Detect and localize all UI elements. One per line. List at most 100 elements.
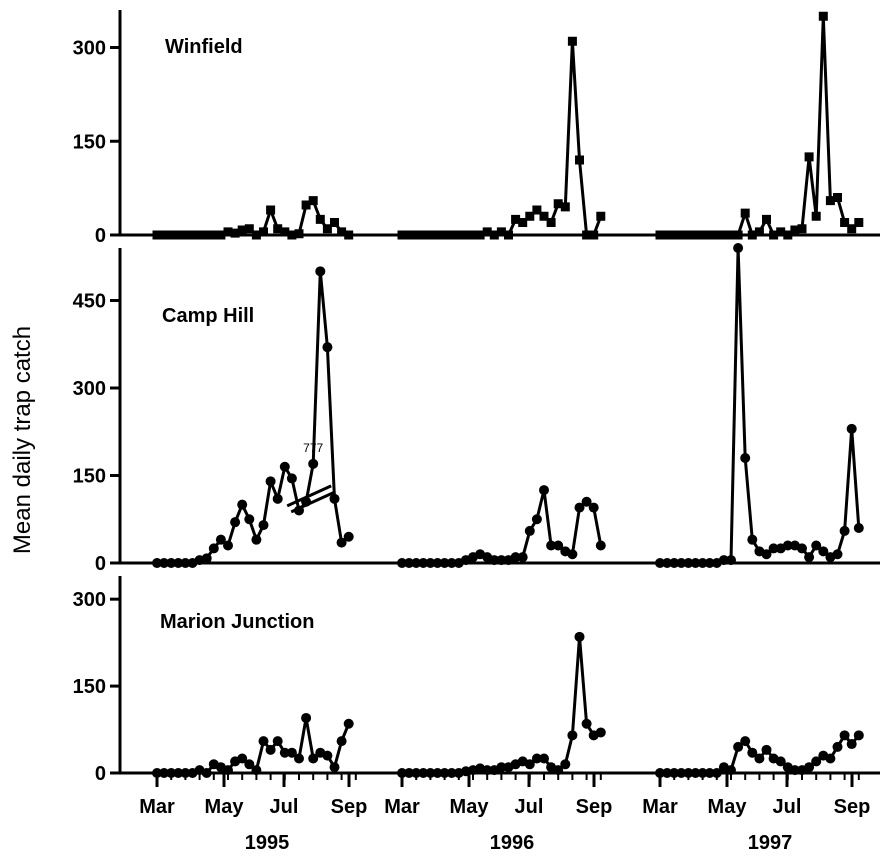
x-month-label: Jul xyxy=(515,796,544,818)
data-point xyxy=(159,558,170,568)
y-axis-label: Mean daily trap catch xyxy=(9,326,36,554)
data-point xyxy=(539,211,549,221)
data-point xyxy=(524,525,535,536)
data-point xyxy=(575,155,584,165)
series-line-1996 xyxy=(402,635,602,775)
data-point xyxy=(818,546,829,557)
x-month-label: Sep xyxy=(834,796,871,818)
data-point xyxy=(532,205,542,215)
data-point xyxy=(567,36,577,46)
x-month-label: Mar xyxy=(384,796,420,818)
data-point xyxy=(754,753,765,764)
data-point xyxy=(489,555,500,566)
data-point xyxy=(286,747,297,758)
data-point xyxy=(804,762,815,773)
data-point xyxy=(244,759,255,770)
data-point xyxy=(496,555,507,566)
data-point xyxy=(173,558,184,568)
x-month-label: Mar xyxy=(139,796,175,818)
data-point xyxy=(567,549,578,560)
data-point xyxy=(482,227,492,237)
data-point xyxy=(322,224,332,234)
data-point xyxy=(418,558,429,568)
data-point xyxy=(655,230,665,240)
x-month-label: Sep xyxy=(576,796,613,818)
data-point xyxy=(425,558,436,568)
data-point xyxy=(811,756,822,767)
data-point xyxy=(496,762,507,773)
data-point xyxy=(560,202,570,212)
data-point xyxy=(237,225,247,235)
data-point xyxy=(846,423,857,434)
data-point xyxy=(853,523,864,533)
data-point xyxy=(230,228,240,238)
y-tick-label: 0 xyxy=(95,763,106,785)
data-point xyxy=(344,230,354,240)
data-point xyxy=(768,543,779,554)
data-point xyxy=(272,493,283,504)
panel-title-camp-hill: Camp Hill xyxy=(162,305,254,327)
data-point xyxy=(195,230,205,240)
data-point xyxy=(202,230,212,240)
data-point xyxy=(265,744,276,755)
x-month-label: May xyxy=(205,796,245,818)
data-point xyxy=(201,768,212,778)
data-point xyxy=(825,196,835,206)
data-point xyxy=(518,218,528,227)
data-point xyxy=(446,558,457,568)
y-tick-label: 300 xyxy=(73,589,106,611)
data-point xyxy=(397,558,407,568)
data-point xyxy=(152,558,162,568)
data-point xyxy=(159,230,169,240)
y-tick-label: 300 xyxy=(73,378,106,400)
data-point xyxy=(209,230,219,240)
data-point xyxy=(733,243,744,253)
data-point xyxy=(273,224,283,234)
data-point xyxy=(553,199,563,209)
data-point xyxy=(510,552,521,563)
data-point xyxy=(180,558,191,568)
data-point xyxy=(790,225,800,235)
data-point xyxy=(159,768,170,778)
data-point xyxy=(776,227,786,237)
data-point xyxy=(404,558,415,568)
data-point xyxy=(581,718,592,729)
data-point xyxy=(712,230,722,240)
data-point xyxy=(173,230,183,240)
data-point xyxy=(166,558,177,568)
data-point xyxy=(468,230,478,240)
data-point xyxy=(343,718,354,729)
data-point xyxy=(308,753,319,764)
axis-break-mark xyxy=(290,490,336,514)
data-point xyxy=(683,230,693,240)
data-point xyxy=(839,525,850,536)
data-point xyxy=(166,230,176,240)
data-point xyxy=(839,730,850,741)
data-point xyxy=(447,230,457,240)
data-point xyxy=(280,227,290,237)
axis-break-mark xyxy=(286,484,332,508)
x-month-label: Sep xyxy=(331,796,368,818)
data-point xyxy=(595,727,606,738)
data-point xyxy=(553,540,564,551)
data-point xyxy=(761,549,772,560)
data-point xyxy=(811,211,821,221)
data-point xyxy=(596,211,606,221)
data-point xyxy=(259,227,268,237)
data-point xyxy=(411,558,422,568)
annotation-label: 777 xyxy=(303,441,323,455)
data-point xyxy=(517,552,528,563)
data-point xyxy=(180,230,190,240)
data-point xyxy=(833,193,842,202)
data-point xyxy=(705,230,715,240)
data-point xyxy=(525,211,535,221)
data-point xyxy=(697,558,708,568)
data-point xyxy=(840,218,850,227)
data-point xyxy=(418,768,429,778)
data-point xyxy=(244,224,254,234)
data-point xyxy=(329,493,340,504)
data-point xyxy=(337,227,347,237)
data-point xyxy=(524,759,535,770)
y-tick-label: 150 xyxy=(73,676,106,698)
